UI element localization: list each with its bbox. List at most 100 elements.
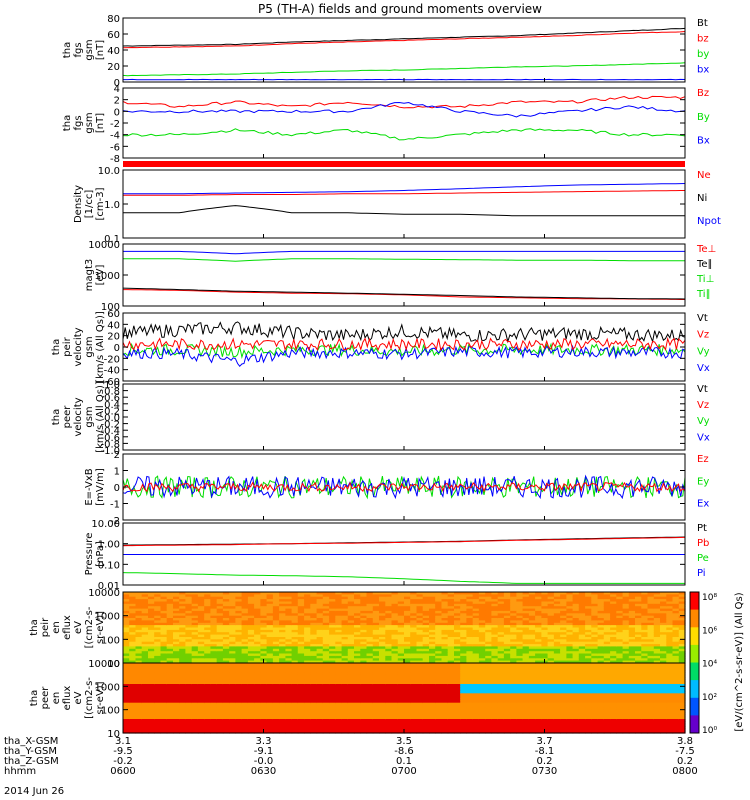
spectrogram-cell <box>497 618 505 621</box>
y-tick-label: 40 <box>107 46 120 57</box>
spectrogram-cell <box>241 658 249 662</box>
spectrogram-cell <box>404 613 411 617</box>
spectrogram-cell <box>235 728 243 732</box>
spectrogram-cell <box>141 670 149 673</box>
spectrogram-cell <box>541 596 549 600</box>
spectrogram-cell <box>435 601 442 605</box>
spectrogram-cell <box>322 721 330 725</box>
spectrogram-cell <box>472 599 480 603</box>
spectrogram-cell <box>591 618 599 621</box>
spectrogram-cell <box>447 665 455 669</box>
spectrogram-cell <box>141 658 149 662</box>
spectrogram-cell <box>653 655 661 659</box>
spectrogram-cell <box>547 608 555 612</box>
spectrogram-cell <box>466 620 474 624</box>
y-tick-label: 0.2 <box>104 406 120 417</box>
spectrogram-cell <box>366 610 374 614</box>
spectrogram-cell <box>129 613 136 617</box>
spectrogram-cell <box>291 716 299 720</box>
spectrogram-cell <box>279 684 286 687</box>
spectrogram-cell <box>391 723 399 727</box>
spectrogram-cell <box>478 629 486 633</box>
spectrogram-cell <box>404 667 411 671</box>
spectrogram-cell <box>441 615 449 619</box>
spectrogram-cell <box>272 693 280 697</box>
spectrogram-cell <box>454 596 461 600</box>
spectrogram-cell <box>160 707 168 711</box>
spectrogram-cell <box>391 639 399 643</box>
spectrogram-cell <box>354 700 361 704</box>
spectrogram-cell <box>266 634 274 638</box>
spectrogram-cell <box>647 637 655 640</box>
spectrogram-cell <box>435 653 442 657</box>
spectrogram-cell <box>291 618 299 621</box>
spectrogram-cell <box>229 726 236 729</box>
spectrogram-cell <box>485 629 492 633</box>
spectrogram-cell <box>516 660 524 664</box>
spectrogram-cell <box>272 660 280 664</box>
spectrogram-cell <box>435 620 442 624</box>
spectrogram-cell <box>135 688 143 692</box>
spectrogram-cell <box>123 627 130 631</box>
spectrogram-cell <box>485 618 492 621</box>
spectrogram-cell <box>148 648 155 652</box>
spectrogram-cell <box>129 674 136 678</box>
spectrogram-cell <box>491 716 499 720</box>
spectrogram-cell <box>160 684 168 687</box>
spectrogram-cell <box>166 719 174 722</box>
spectrogram-cell <box>123 653 130 657</box>
spectrogram-cell <box>210 728 218 732</box>
spectrogram-cell <box>516 698 524 701</box>
spectrogram-cell <box>304 700 311 704</box>
spectrogram-cell <box>491 655 499 659</box>
spectrogram-cell <box>528 728 536 732</box>
spectrogram-cell <box>660 618 667 621</box>
spectrogram-cell <box>160 723 168 727</box>
spectrogram-cell <box>241 714 249 718</box>
spectrogram-cell <box>478 660 486 664</box>
spectrogram-cell <box>185 693 193 697</box>
spectrogram-cell <box>678 620 686 624</box>
spectrogram-cell <box>185 613 193 617</box>
spectrogram-cell <box>229 695 236 699</box>
spectrogram-cell <box>322 686 330 690</box>
spectrogram-cell <box>335 637 343 640</box>
spectrogram-cell <box>173 672 180 676</box>
spectrogram-cell <box>522 622 530 626</box>
spectrogram-cell <box>616 651 624 655</box>
spectrogram-cell <box>404 620 411 624</box>
spectrogram-cell <box>135 648 143 652</box>
spectrogram-cell <box>522 698 530 701</box>
spectrogram-cell <box>241 681 249 685</box>
spectrogram-cell <box>372 693 380 697</box>
spectrogram-cell <box>216 672 224 676</box>
spectrogram-cell <box>166 632 174 636</box>
spectrogram-cell <box>285 679 293 683</box>
spectrogram-cell <box>503 679 511 683</box>
spectrogram-cell <box>297 686 305 690</box>
spectrogram-cell <box>385 608 393 612</box>
spectrogram-cell <box>135 622 143 626</box>
spectrogram-cell <box>541 613 549 617</box>
spectrogram-cell <box>472 660 480 664</box>
spectrogram-cell <box>322 691 330 694</box>
spectrogram-cell <box>672 603 680 607</box>
spectrogram-cell <box>485 712 492 715</box>
spectrogram-cell <box>472 707 480 711</box>
spectrogram-cell <box>491 707 499 711</box>
spectrogram-cell <box>135 620 143 624</box>
spectrogram-cell <box>472 670 480 673</box>
spectrogram-cell <box>297 714 305 718</box>
spectrogram-cell <box>316 681 324 685</box>
spectrogram-cell <box>291 644 299 648</box>
spectrogram-cell <box>347 644 355 648</box>
spectrogram-cell <box>385 632 393 636</box>
legend-label: Te∥ <box>696 259 713 270</box>
spectrogram-cell <box>591 622 599 626</box>
spectrogram-cell <box>179 653 186 657</box>
spectrogram-cell <box>429 599 436 603</box>
spectrogram-cell <box>366 648 374 652</box>
spectrogram-cell <box>485 651 492 655</box>
spectrogram-cell <box>397 596 405 600</box>
spectrogram-cell <box>485 615 492 619</box>
